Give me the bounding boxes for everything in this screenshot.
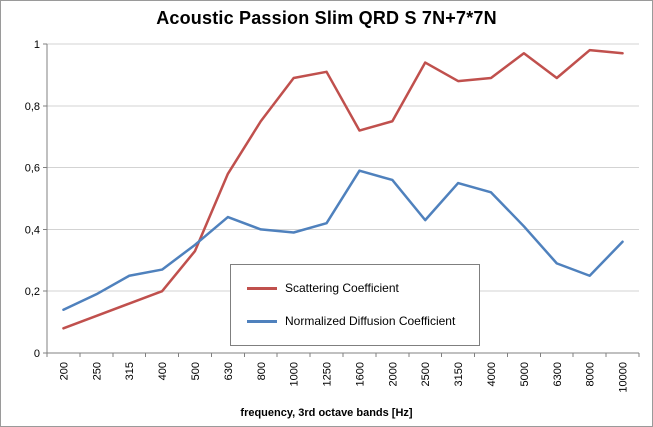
- y-tick-label: 0,8: [25, 101, 40, 113]
- x-tick-label: 5000: [519, 362, 531, 386]
- legend-item-diffusion: Normalized Diffusion Coefficient: [247, 310, 479, 332]
- y-tick-label: 0,4: [25, 224, 40, 236]
- x-axis-label: frequency, 3rd octave bands [Hz]: [240, 407, 413, 419]
- y-tick-label: 1: [34, 39, 40, 51]
- x-tick-label: 630: [223, 362, 235, 380]
- series-line-0: [62, 48, 624, 330]
- legend-line-swatch-diffusion: [247, 319, 277, 323]
- x-tick-label: 1250: [322, 362, 334, 386]
- x-tick-label: 3150: [453, 362, 465, 386]
- legend-label-scattering: Scattering Coefficient: [285, 281, 399, 295]
- x-tick-label: 315: [124, 362, 136, 380]
- chart-title: Acoustic Passion Slim QRD S 7N+7*7N: [156, 8, 497, 28]
- x-tick-label: 2000: [387, 362, 399, 386]
- x-tick-label: 200: [58, 362, 70, 380]
- legend-line-swatch-scattering: [247, 286, 277, 290]
- x-tick-label: 1000: [289, 362, 301, 386]
- x-tick-label: 250: [91, 362, 103, 380]
- x-tick-label: 1600: [354, 362, 366, 386]
- legend-item-scattering: Scattering Coefficient: [247, 277, 479, 299]
- series-line-1: [62, 169, 624, 311]
- legend: Scattering Coefficient Normalized Diffus…: [230, 264, 480, 346]
- y-tick-label: 0,2: [25, 286, 40, 298]
- x-tick-label: 10000: [618, 362, 630, 393]
- legend-label-diffusion: Normalized Diffusion Coefficient: [285, 314, 456, 328]
- x-tick-label: 500: [190, 362, 202, 380]
- x-tick-label: 800: [256, 362, 268, 380]
- x-tick-label: 6300: [552, 362, 564, 386]
- x-tick-label: 2500: [420, 362, 432, 386]
- x-tick-label: 4000: [486, 362, 498, 386]
- y-tick-label: 0: [34, 348, 40, 360]
- x-tick-label: 8000: [585, 362, 597, 386]
- y-tick-label: 0,6: [25, 163, 40, 175]
- x-tick-label: 400: [157, 362, 169, 380]
